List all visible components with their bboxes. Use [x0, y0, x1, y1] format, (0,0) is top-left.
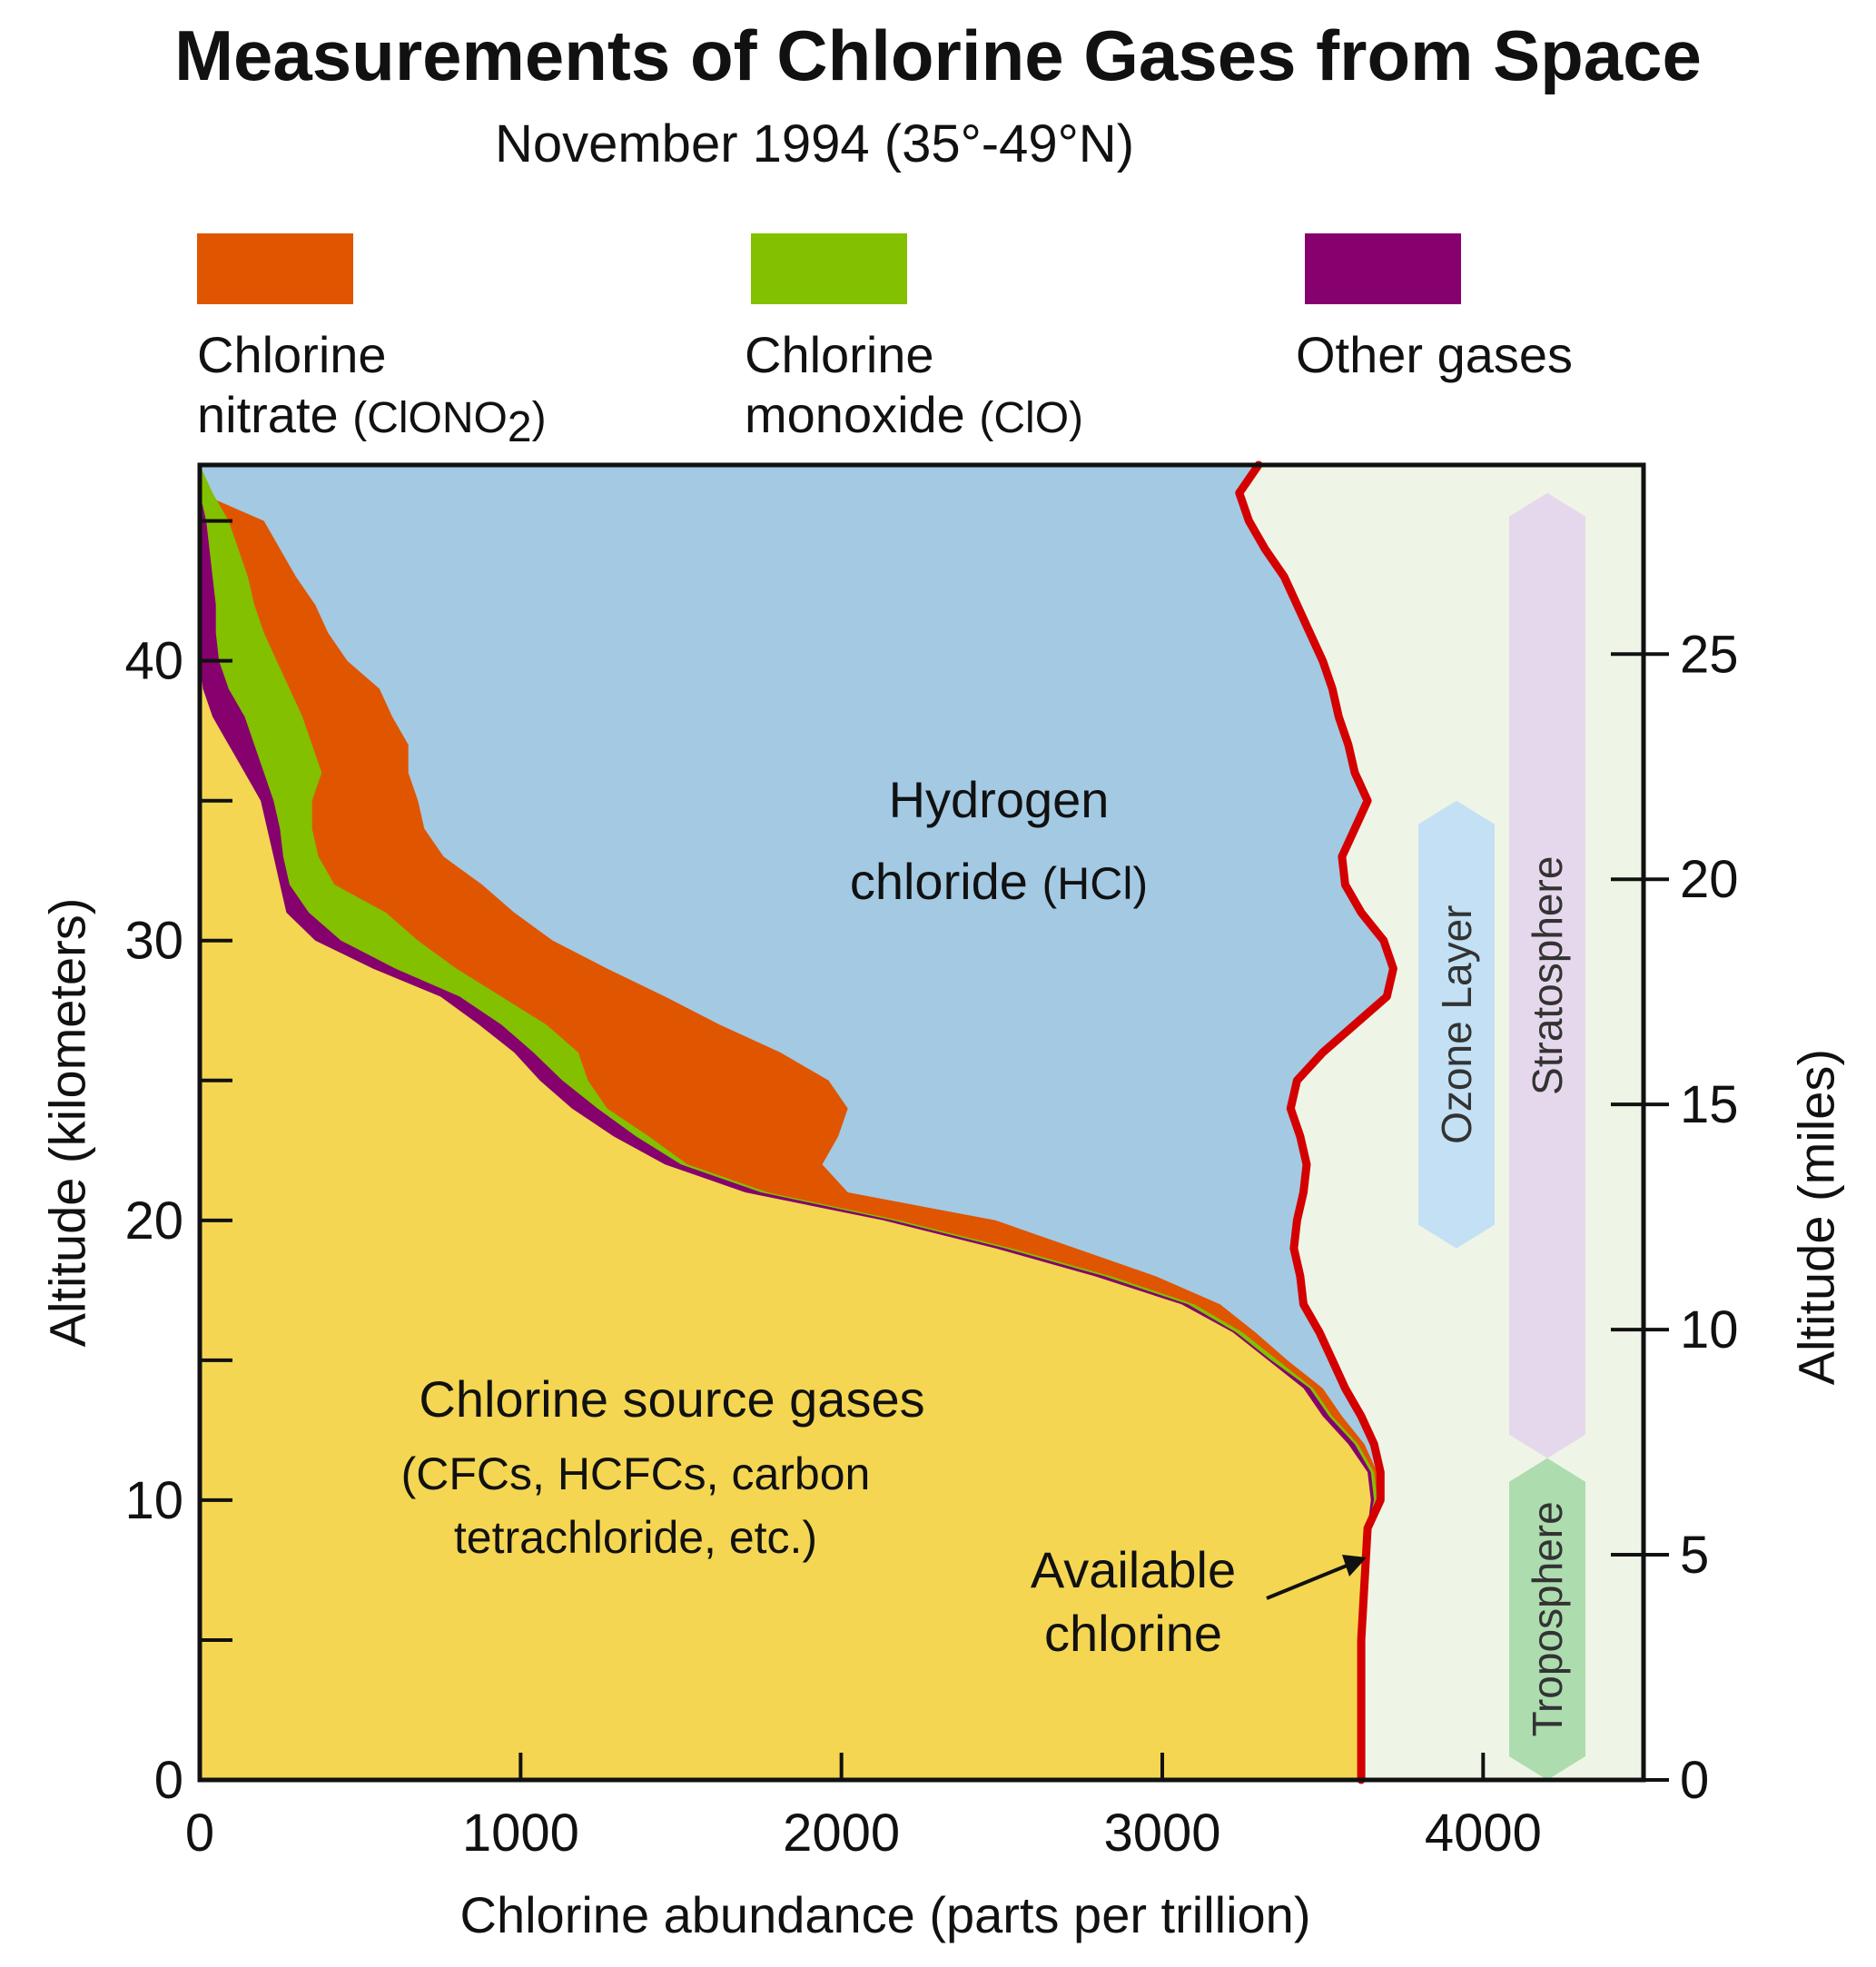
x-axis-label: Chlorine abundance (parts per trillion): [460, 1886, 1311, 1943]
hcl-label-line1: Hydrogen: [889, 771, 1110, 828]
hcl-label-formula: (HCl): [1042, 858, 1149, 909]
y-right-tick-label-25: 25: [1680, 625, 1739, 684]
legend-label-other-gases: Other gases: [1296, 326, 1573, 383]
chart-title: Measurements of Chlorine Gases from Spac…: [174, 15, 1702, 95]
available-chlorine-label-line2: chlorine: [1044, 1605, 1222, 1662]
legend-label-chlorine-nitrate-line1: Chlorine: [197, 326, 387, 383]
legend-nitrate-formula: (ClONO: [352, 394, 508, 442]
y-tick-label-20: 20: [124, 1191, 183, 1250]
y-right-tick-label-10: 10: [1680, 1300, 1739, 1359]
legend-swatch-chlorine-monoxide: [751, 233, 907, 304]
area-chlorine-source-gases: [200, 465, 1371, 1780]
legend-label-chlorine-monoxide-line2: monoxide (ClO): [745, 386, 1083, 443]
band-stratosphere: [1509, 492, 1585, 1458]
y-tick-label-30: 30: [124, 912, 183, 971]
band-ozone-layer: [1418, 800, 1495, 1249]
legend-nitrate-word: nitrate: [197, 386, 339, 443]
legend-nitrate-close: ): [532, 394, 547, 442]
y-right-axis-label: Altitude (miles): [1788, 1049, 1845, 1385]
source-gases-label-line1: Chlorine source gases: [419, 1370, 924, 1428]
y-tick-label-0: 0: [154, 1751, 183, 1810]
legend-swatch-chlorine-nitrate: [197, 233, 353, 304]
band-label-stratosphere: Stratosphere: [1524, 856, 1571, 1095]
y-tick-label-40: 40: [124, 632, 183, 691]
legend: Chlorine nitrate (ClONO2) Chlorine monox…: [197, 233, 1573, 451]
y-axis-label: Altitude (kilometers): [39, 898, 96, 1348]
available-chlorine-label-line1: Available: [1031, 1541, 1236, 1598]
y-tick-label-10: 10: [124, 1471, 183, 1530]
plot-frame: [197, 462, 1646, 1783]
x-tick-label-0: 0: [185, 1804, 214, 1863]
source-gases-label-line3: tetrachloride, etc.): [454, 1512, 817, 1563]
y-right-tick-label-5: 5: [1680, 1526, 1709, 1585]
available-chlorine-arrow-head: [1342, 1555, 1367, 1577]
chart-subtitle: November 1994 (35°-49°N): [495, 114, 1134, 173]
legend-swatch-other-gases: [1305, 233, 1461, 304]
legend-monoxide-word: monoxide: [745, 386, 965, 443]
x-tick-label-4000: 4000: [1425, 1804, 1542, 1863]
legend-nitrate-subscript: 2: [508, 403, 532, 451]
x-tick-label-1000: 1000: [462, 1804, 579, 1863]
band-label-ozone-layer: Ozone Layer: [1433, 904, 1480, 1143]
legend-label-chlorine-nitrate-line2: nitrate (ClONO2): [197, 386, 547, 451]
available-chlorine-line: [1235, 460, 1397, 1784]
y-right-tick-label-20: 20: [1680, 850, 1739, 909]
available-chlorine-arrow-shaft: [1266, 1562, 1352, 1600]
y-right-tick-label-15: 15: [1680, 1075, 1739, 1134]
x-tick-label-2000: 2000: [783, 1804, 900, 1863]
hcl-label-line2: chloride (HCl): [850, 853, 1148, 910]
band-label-troposphere: Troposphere: [1524, 1501, 1571, 1736]
plot-area: Ozone Layer Stratosphere Troposphere 0 10 20 3…: [39, 460, 1845, 1943]
legend-monoxide-formula: (ClO): [979, 394, 1083, 442]
legend-label-chlorine-monoxide-line1: Chlorine: [745, 326, 934, 383]
hcl-label-word: chloride: [850, 853, 1042, 910]
y-right-tick-label-0: 0: [1680, 1751, 1709, 1810]
x-tick-label-3000: 3000: [1103, 1804, 1220, 1863]
band-troposphere: [1509, 1458, 1585, 1780]
source-gases-label-line2: (CFCs, HCFCs, carbon: [401, 1448, 871, 1499]
